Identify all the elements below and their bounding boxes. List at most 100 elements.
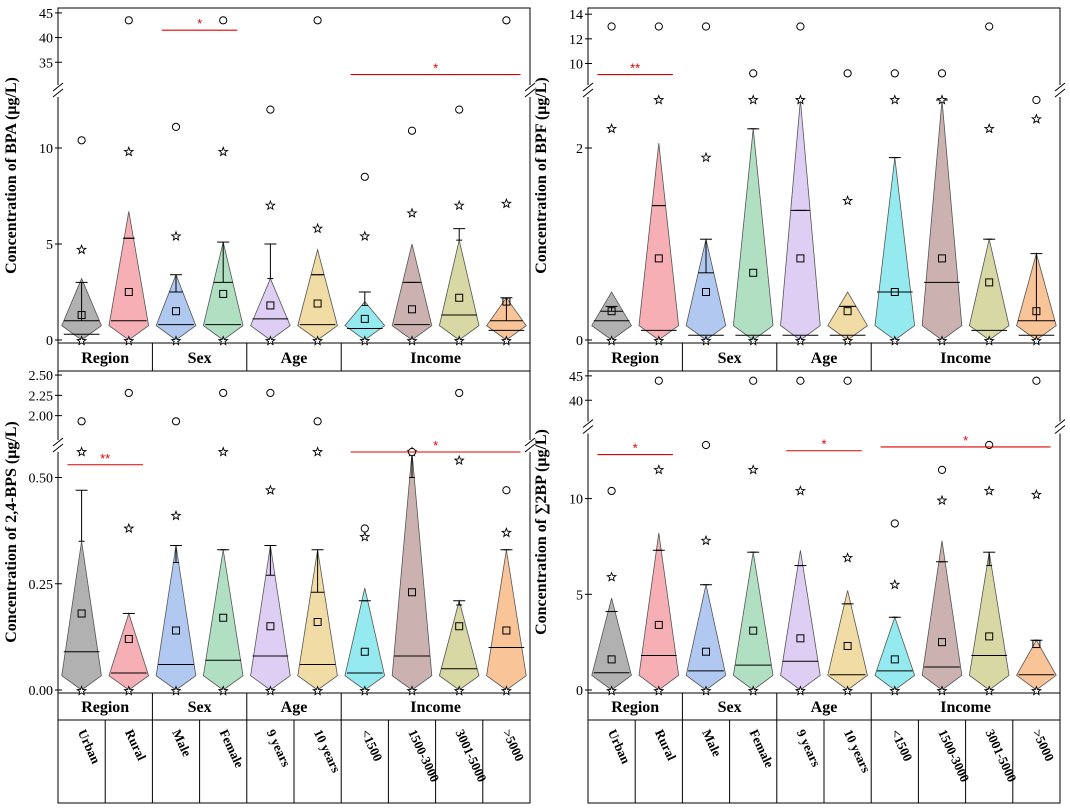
- violin-shape: [297, 248, 338, 341]
- y-tick-label: 35: [39, 56, 53, 71]
- p99-marker: [123, 522, 135, 534]
- max-marker: [502, 486, 511, 495]
- violin-Rural: [638, 22, 680, 346]
- mean-marker: [124, 635, 133, 643]
- min-marker: [500, 335, 512, 346]
- violin-Male: [685, 440, 727, 696]
- max-marker: [937, 465, 947, 474]
- min-marker: [453, 335, 465, 346]
- p99-marker: [1030, 489, 1042, 500]
- max-marker: [124, 16, 133, 25]
- mean-marker: [890, 655, 899, 664]
- p99-marker: [170, 510, 182, 521]
- group-label-income: Income: [410, 699, 461, 716]
- violin-shape: [591, 598, 632, 691]
- min-marker: [359, 685, 371, 696]
- min-marker: [983, 685, 995, 696]
- p99-marker: [842, 552, 854, 563]
- mean-marker: [313, 299, 322, 308]
- violin->5000: [1016, 95, 1057, 346]
- violin-<1500: [874, 519, 916, 696]
- max-marker: [266, 105, 275, 114]
- y-tick-label: 14: [569, 8, 583, 23]
- violin-Male: [685, 22, 727, 346]
- max-marker: [360, 524, 369, 533]
- max-marker: [1032, 376, 1041, 385]
- significance-label: *: [433, 61, 438, 76]
- category-table-2: Urban Rural Male Female 9 years 10 years <1500…: [587, 719, 1061, 804]
- violin->5000: [1016, 376, 1057, 696]
- mean-marker: [219, 613, 228, 622]
- chart-panel-1: Region Sex Age Income 0 5 10 35 40 45 Concentratio…: [3, 7, 536, 372]
- axis-break-mark: [582, 425, 594, 434]
- significance-label: *: [633, 441, 638, 456]
- group-label-age: Age: [281, 350, 308, 367]
- group-label-age: Age: [811, 350, 838, 367]
- mean-marker: [266, 301, 275, 310]
- min-marker: [312, 685, 324, 696]
- violin-shape: [638, 143, 680, 341]
- p99-marker: [406, 207, 418, 218]
- violin-Female: [202, 16, 244, 346]
- mean-marker: [1032, 307, 1041, 316]
- violin-3001-5000: [968, 22, 1010, 346]
- p99-marker: [1030, 113, 1042, 124]
- group-label-sex: Sex: [718, 699, 742, 716]
- min-marker: [1030, 685, 1042, 696]
- category-label: 1500-3000: [405, 727, 442, 784]
- y-tick-label: 0: [46, 334, 53, 349]
- min-marker: [794, 685, 806, 696]
- y-axis-title: Concentration of BPF (μg/L): [533, 77, 550, 273]
- min-marker: [500, 685, 512, 696]
- p99-marker: [983, 485, 995, 496]
- axis-break-mark: [52, 437, 64, 447]
- violin-10 years: [297, 417, 338, 696]
- y-tick-label: 5: [46, 238, 53, 253]
- p99-marker: [312, 446, 324, 457]
- axis-break-mask: [526, 85, 534, 97]
- violin-shape: [591, 291, 632, 341]
- violin-Male: [155, 417, 197, 696]
- p99-marker: [983, 122, 995, 134]
- min-marker: [747, 685, 759, 696]
- max-marker: [796, 376, 805, 385]
- p99-marker: [794, 485, 806, 496]
- max-marker: [77, 417, 86, 426]
- category-label: <1500: [888, 727, 916, 764]
- violin-shape: [921, 99, 963, 341]
- mean-marker: [502, 297, 511, 306]
- p99-marker: [936, 494, 948, 506]
- min-marker: [889, 335, 901, 346]
- violin-10 years: [297, 16, 338, 346]
- violin-shape: [780, 99, 821, 341]
- p99-marker: [889, 94, 901, 105]
- significance-label: **: [630, 61, 640, 76]
- significance-label: *: [963, 433, 968, 448]
- violin-shape: [486, 549, 527, 691]
- min-marker: [170, 685, 182, 696]
- p99-marker: [889, 578, 901, 590]
- min-marker: [123, 335, 135, 346]
- category-label: 9 years: [794, 727, 824, 769]
- y-tick-label: 45: [39, 7, 53, 22]
- chart-panel-3: Region Sex Age Income 0.00 0.25 0.50 2.00 2.25 2.…: [3, 369, 536, 721]
- max-marker: [219, 388, 228, 398]
- violin-3001-5000: [968, 440, 1010, 696]
- p99-marker: [76, 244, 88, 255]
- violin->5000: [486, 16, 527, 346]
- group-label-region: Region: [611, 350, 659, 367]
- y-tick-label: 5: [576, 588, 583, 603]
- y-tick-label: 2: [576, 142, 583, 157]
- axis-break-mask: [1056, 85, 1064, 97]
- group-label-income: Income: [940, 699, 991, 716]
- violin-Urban: [591, 486, 632, 696]
- axis-break-mark: [582, 88, 594, 98]
- axis-break-mark: [582, 82, 594, 92]
- max-marker: [455, 388, 464, 398]
- axis-break-mask: [584, 421, 592, 434]
- min-marker: [406, 335, 418, 346]
- violin-<1500: [874, 69, 916, 346]
- max-marker: [607, 22, 616, 31]
- axis-break-mask: [584, 85, 592, 97]
- axis-break-mark: [582, 419, 594, 428]
